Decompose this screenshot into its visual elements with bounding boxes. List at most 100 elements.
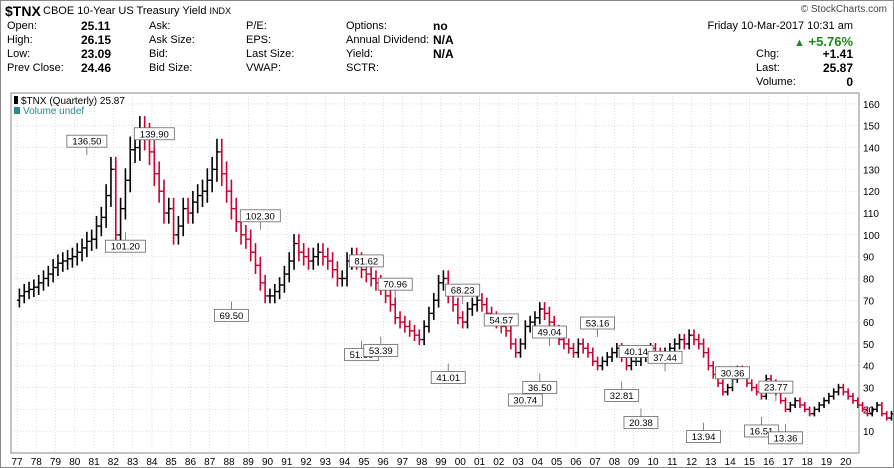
ohlc-bar: [599, 356, 605, 371]
ohlc-bar: [286, 252, 292, 283]
ohlc-bar: [310, 247, 316, 270]
y-tick-label: 60: [863, 318, 875, 329]
ohlc-bar: [118, 197, 124, 245]
ohlc-bar: [479, 293, 485, 312]
ohlc-bar: [725, 383, 731, 396]
y-tick-label: 110: [863, 209, 879, 220]
ohlc-bar: [677, 333, 682, 350]
quote-field-label: Open:: [7, 20, 37, 32]
legend-main: $TNX (Quarterly) 25.87: [21, 96, 125, 107]
ohlc-bar: [65, 249, 71, 270]
ohlc-bar: [233, 197, 239, 233]
ohlc-bar: [595, 356, 601, 371]
up-triangle-icon: ▲: [794, 37, 805, 49]
x-tick-label: 12: [686, 457, 698, 467]
ohlc-bar: [94, 215, 99, 249]
annotation-label: 49.04: [538, 328, 562, 339]
ohlc-bar: [127, 136, 133, 193]
ohlc-bar: [431, 293, 437, 321]
annotation-label: 13.36: [774, 433, 798, 444]
plot-area: [10, 92, 860, 454]
quote-field-label: EPS:: [246, 34, 272, 46]
x-tick-label: 06: [570, 457, 582, 467]
ohlc-bar: [566, 338, 572, 354]
quote-field-value: +1.41: [822, 47, 853, 61]
ohlc-bar: [575, 338, 581, 358]
price-annotation: 41.01: [430, 363, 466, 384]
annotation-label: 54.57: [489, 315, 513, 326]
ohlc-bar: [585, 342, 591, 358]
ohlc-bar: [440, 270, 446, 291]
ohlc-bar: [412, 324, 417, 341]
annotation-label: 102.30: [246, 211, 275, 222]
x-tick-label: 04: [532, 457, 544, 467]
symbol-label: $TNX: [5, 3, 41, 19]
description-text: CBOE 10-Year US Treasury Yield: [43, 5, 207, 17]
y-tick-label: 140: [863, 144, 880, 155]
price-annotation: 68.23: [445, 283, 481, 305]
annotation-label: 101.20: [111, 242, 140, 253]
price-annotation: 69.50: [214, 301, 249, 322]
x-tick-label: 99: [435, 457, 447, 467]
x-tick-label: 82: [108, 457, 120, 467]
quote-field-value: 26.15: [81, 33, 112, 47]
ohlc-bar: [185, 197, 191, 224]
ohlc-bar: [681, 333, 687, 350]
annotation-label: 70.96: [383, 280, 407, 291]
x-tick-label: 89: [243, 457, 255, 467]
ohlc-bar: [831, 388, 837, 400]
ohlc-bar: [416, 329, 422, 346]
ohlc-bar: [50, 259, 56, 283]
exchange-text: INDX: [209, 6, 232, 16]
x-tick-label: 84: [146, 457, 158, 467]
ohlc-bar: [518, 338, 523, 358]
price-annotation: 13.36: [768, 423, 803, 444]
ohlc-bar: [402, 315, 408, 333]
ohlc-bar: [826, 392, 832, 404]
ohlc-bar: [860, 401, 866, 413]
quote-field-label: Ask Size:: [149, 34, 195, 46]
price-annotation: 30.36: [715, 366, 750, 387]
quote-header: $TNX CBOE 10-Year US Treasury Yield INDX…: [1, 1, 893, 93]
ohlc-bar: [604, 352, 610, 367]
ohlc-bar: [113, 156, 119, 245]
quote-field-label: Prev Close:: [7, 62, 64, 74]
price-annotation: 32.81: [604, 381, 640, 402]
x-tick-label: 03: [513, 457, 525, 467]
quote-field-value: N/A: [433, 47, 454, 61]
ohlc-bar: [469, 297, 475, 316]
x-tick-label: 05: [551, 457, 563, 467]
y-tick-label: 20: [863, 405, 875, 416]
ohlc-bar: [513, 338, 519, 358]
ohlc-bar: [845, 388, 851, 400]
x-tick-label: 94: [339, 457, 351, 467]
quote-field-value: 25.11: [81, 19, 111, 33]
ohlc-bar: [426, 306, 432, 333]
x-tick-label: 97: [397, 457, 409, 467]
ohlc-bar: [26, 281, 32, 300]
ohlc-bar: [291, 234, 297, 270]
ohlc-bar: [330, 252, 336, 279]
ohlc-bar: [807, 406, 813, 417]
quote-field-label: Low:: [7, 48, 31, 60]
ohlc-bar: [161, 179, 167, 224]
ohlc-bar: [811, 406, 817, 417]
quote-field-value: 0: [846, 75, 853, 89]
price-annotation: 53.39: [363, 336, 399, 357]
ohlc-bar: [720, 379, 726, 396]
quote-field-label: Annual Dividend:: [346, 34, 430, 46]
price-annotation: 37.44: [647, 350, 683, 372]
ohlc-bar: [320, 243, 326, 266]
x-tick-label: 81: [89, 457, 101, 467]
x-tick-label: 19: [821, 457, 833, 467]
annotation-label: 13.94: [692, 432, 716, 443]
ohlc-bar: [103, 184, 109, 228]
ohlc-bar: [397, 311, 403, 329]
ohlc-bar: [257, 256, 263, 291]
ohlc-bar: [224, 161, 230, 203]
x-tick-label: 15: [744, 457, 756, 467]
x-tick-label: 00: [455, 457, 467, 467]
ohlc-bar: [855, 397, 861, 409]
ohlc-bar: [392, 297, 398, 325]
